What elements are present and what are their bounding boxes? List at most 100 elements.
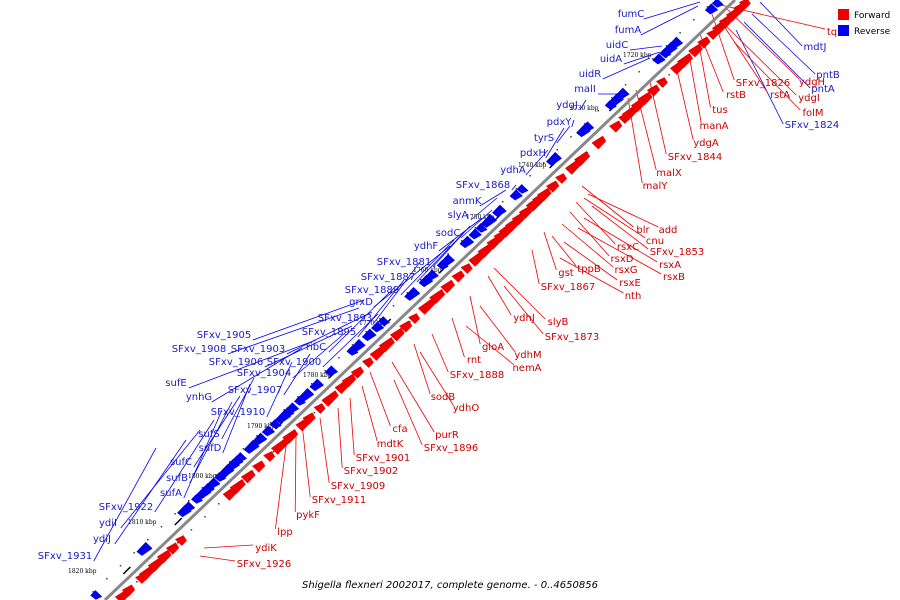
leader-line — [337, 407, 343, 469]
reverse-gene — [652, 53, 666, 65]
forward-gene-label: ydiK — [255, 543, 277, 554]
minor-tick — [204, 516, 206, 518]
minor-tick — [119, 565, 122, 567]
tick-label: 1800 kbp — [188, 473, 217, 480]
forward-gene — [460, 263, 473, 274]
reverse-gene — [90, 590, 103, 600]
minor-tick — [190, 529, 193, 531]
forward-gene-label: lpp — [277, 527, 292, 538]
reverse-gene-label: tyrS — [534, 133, 554, 144]
leader-line — [419, 351, 454, 406]
minor-tick — [409, 321, 411, 323]
reverse-gene — [516, 184, 529, 194]
reverse-gene-label: SFxv_1881 — [377, 257, 431, 268]
forward-gene — [618, 113, 631, 124]
leader-line — [689, 59, 702, 124]
forward-gene-label: rsxB — [663, 272, 685, 283]
leader-line — [413, 343, 431, 395]
reverse-gene-label: SFxv_1905 — [197, 330, 251, 341]
leader-line — [711, 2, 826, 30]
reverse-gene-label: ydgJ — [556, 100, 578, 111]
forward-gene-label: manA — [699, 121, 728, 132]
forward-gene-label: pykF — [296, 510, 320, 521]
leader-line — [286, 311, 373, 355]
leader-line — [264, 325, 353, 368]
forward-gene-label: SFxv_1853 — [650, 247, 704, 258]
leader-line — [465, 325, 515, 366]
forward-gene-label: slyB — [548, 317, 569, 328]
forward-gene — [440, 279, 456, 294]
reverse-gene-label: sufA — [160, 488, 182, 499]
leader-line — [751, 13, 816, 75]
tick-label: 1790 kbp — [247, 423, 276, 430]
leader-line — [531, 249, 540, 285]
forward-gene — [295, 417, 311, 432]
forward-gene — [398, 320, 413, 333]
minor-tick — [133, 552, 135, 554]
leader-line — [275, 445, 287, 530]
forward-gene — [240, 469, 256, 484]
legend: Forward Reverse — [838, 9, 891, 37]
reverse-gene-label: SFxv_1910 — [211, 407, 265, 418]
minor-tick — [570, 136, 572, 138]
reverse-gene-label: ribC — [306, 342, 326, 353]
reverse-gene — [475, 223, 488, 233]
reverse-gene-label: SFxv_1931 — [38, 551, 92, 562]
forward-gene — [114, 589, 130, 600]
reverse-gene-label: SFxv_1893 — [318, 313, 372, 324]
forward-gene-label: rsxG — [615, 265, 638, 276]
leader-line — [222, 383, 251, 454]
reverse-gene-label: sodC — [436, 228, 461, 239]
forward-leader-lines — [199, 2, 826, 562]
minor-tick — [406, 292, 408, 294]
reverse-gene-label: SFxv_1868 — [456, 180, 510, 191]
forward-gene — [697, 36, 711, 49]
reverse-gene — [480, 213, 498, 228]
forward-gene-label: SFxv_1844 — [668, 152, 722, 163]
leader-line — [438, 217, 483, 252]
minor-tick — [188, 500, 190, 502]
forward-gene — [591, 135, 607, 150]
leader-line — [328, 285, 397, 353]
leader-line — [373, 261, 421, 324]
reverse-gene — [659, 48, 672, 58]
tick-label: 1750 kbp — [466, 214, 495, 221]
reverse-gene — [704, 3, 719, 15]
forward-gene-label: sodB — [431, 392, 456, 403]
leader-line — [301, 423, 311, 498]
forward-gene-label: SFxv_1901 — [356, 453, 410, 464]
leader-line — [551, 235, 577, 267]
forward-gene-label: rsxC — [617, 242, 639, 253]
leader-line — [189, 401, 233, 484]
legend-reverse-swatch — [838, 25, 849, 36]
minor-tick — [556, 149, 559, 151]
tick-mark — [174, 517, 183, 526]
forward-gene-label: SFxv_1902 — [344, 466, 398, 477]
reverse-gene-label: SFxv_1903 — [231, 344, 285, 355]
reverse-gene-label: ydhA — [500, 165, 526, 176]
forward-gene — [646, 84, 661, 97]
leader-line — [469, 295, 481, 345]
reverse-gene — [252, 432, 268, 446]
reverse-gene-label: uidC — [606, 40, 628, 51]
leader-line — [577, 227, 662, 275]
forward-gene — [545, 180, 560, 193]
reverse-leader-lines — [93, 1, 816, 562]
forward-gene — [165, 542, 180, 555]
leader-line — [583, 197, 646, 239]
leader-line — [525, 149, 549, 176]
reverse-gene — [293, 396, 306, 406]
forward-gene — [688, 43, 703, 58]
leader-line — [292, 331, 347, 379]
minor-tick — [392, 305, 395, 307]
reverse-gene-label: SFxv_1922 — [99, 502, 153, 513]
minor-tick — [474, 227, 477, 229]
tick-mark — [122, 566, 131, 575]
reverse-gene-label: ynhG — [186, 392, 212, 403]
reverse-gene — [404, 286, 421, 301]
leader-line — [587, 193, 659, 228]
forward-gene — [350, 366, 365, 379]
leader-line — [393, 379, 423, 446]
genome-caption: Shigella flexneri 2002017, complete geno… — [302, 580, 598, 591]
minor-tick — [583, 123, 586, 125]
